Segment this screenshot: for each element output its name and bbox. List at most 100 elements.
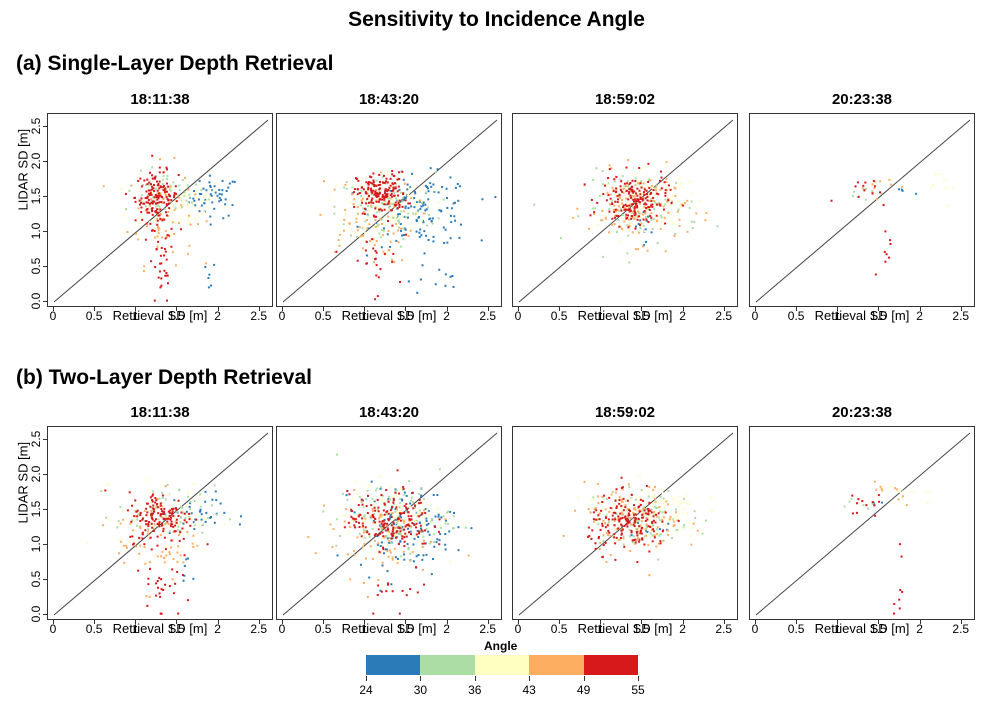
scatter-point	[397, 543, 400, 546]
scatter-point	[423, 542, 426, 545]
scatter-point	[658, 528, 661, 531]
scatter-point	[386, 195, 389, 198]
scatter-point	[403, 521, 406, 524]
scatter-point	[173, 233, 176, 236]
scatter-point	[383, 522, 386, 525]
scatter-point	[444, 533, 447, 536]
scatter-point	[172, 515, 175, 518]
scatter-point	[594, 518, 597, 521]
scatter-point	[135, 510, 138, 513]
scatter-point	[205, 189, 208, 192]
scatter-point	[387, 512, 390, 515]
scatter-point	[662, 506, 665, 509]
scatter-point	[389, 177, 392, 180]
scatter-point	[639, 182, 642, 185]
scatter-point	[104, 489, 107, 492]
scatter-point	[640, 222, 643, 225]
scatter-point	[213, 263, 216, 266]
scatter-point	[624, 185, 627, 188]
scatter-point	[208, 195, 211, 198]
scatter-point	[137, 512, 140, 515]
scatter-point	[651, 540, 654, 543]
scatter-point	[638, 167, 641, 170]
scatter-point	[618, 524, 621, 527]
scatter-point	[121, 509, 124, 512]
scatter-point	[648, 178, 651, 181]
scatter-point	[392, 521, 395, 524]
scatter-point	[384, 180, 387, 183]
scatter-point	[396, 469, 399, 472]
scatter-point	[144, 209, 147, 212]
scatter-point	[634, 212, 637, 215]
scatter-point	[336, 518, 339, 521]
scatter-point	[387, 519, 390, 522]
scatter-point	[611, 199, 614, 202]
y-tick-label: 1.5	[29, 500, 43, 518]
scatter-point	[415, 566, 418, 569]
scatter-point	[480, 239, 483, 242]
scatter-point	[400, 227, 403, 230]
scatter-point	[589, 511, 592, 514]
scatter-point	[661, 491, 664, 494]
scatter-point	[224, 203, 227, 206]
scatter-point	[365, 241, 368, 244]
scatter-point	[657, 542, 660, 545]
scatter-point	[178, 189, 181, 192]
scatter-point	[136, 518, 139, 521]
scatter-point	[141, 518, 144, 521]
legend-tick-label: 24	[359, 683, 373, 697]
scatter-point	[621, 488, 624, 491]
scatter-point	[163, 269, 166, 272]
scatter-point	[634, 227, 637, 230]
scatter-point	[944, 186, 947, 189]
scatter-point	[164, 250, 167, 253]
scatter-point	[364, 192, 367, 195]
scatter-point	[383, 503, 386, 506]
scatter-point	[652, 196, 655, 199]
scatter-point	[444, 228, 447, 231]
scatter-point	[889, 485, 892, 488]
legend-swatch	[529, 655, 584, 675]
scatter-point	[390, 523, 393, 526]
scatter-point	[160, 507, 163, 510]
scatter-point	[657, 193, 660, 196]
scatter-point	[457, 549, 460, 552]
scatter-point	[145, 190, 148, 193]
x-tick-label: 2.5	[952, 622, 970, 636]
scatter-point	[356, 259, 359, 262]
scatter-point	[639, 224, 642, 227]
scatter-point	[227, 214, 230, 217]
scatter-point	[150, 513, 153, 516]
scatter-point	[173, 208, 176, 211]
scatter-point	[174, 530, 177, 533]
scatter-point	[108, 519, 111, 522]
scatter-point	[374, 207, 377, 210]
scatter-point	[391, 224, 394, 227]
scatter-point	[398, 188, 401, 191]
scatter-point	[171, 221, 174, 224]
scatter-point	[608, 210, 611, 213]
scatter-point	[676, 210, 679, 213]
scatter-point	[215, 499, 218, 502]
scatter-point	[392, 214, 395, 217]
scatter-point	[154, 266, 157, 269]
scatter-point	[677, 519, 680, 522]
scatter-point	[613, 178, 616, 181]
scatter-point	[416, 291, 419, 294]
scatter-point	[428, 533, 431, 536]
scatter-point	[387, 555, 390, 558]
scatter-point	[663, 216, 666, 219]
scatter-point	[150, 548, 153, 551]
scatter-point	[647, 544, 650, 547]
scatter-point	[156, 535, 159, 538]
scatter-point	[401, 589, 404, 592]
x-axis-label: Retrieval SD [m]	[814, 308, 910, 323]
scatter-point	[151, 499, 154, 502]
scatter-point	[653, 513, 656, 516]
scatter-point	[150, 188, 153, 191]
scatter-point	[658, 519, 661, 522]
scatter-point	[386, 233, 389, 236]
scatter-point	[166, 168, 169, 171]
scatter-point	[359, 204, 362, 207]
scatter-point	[672, 194, 675, 197]
